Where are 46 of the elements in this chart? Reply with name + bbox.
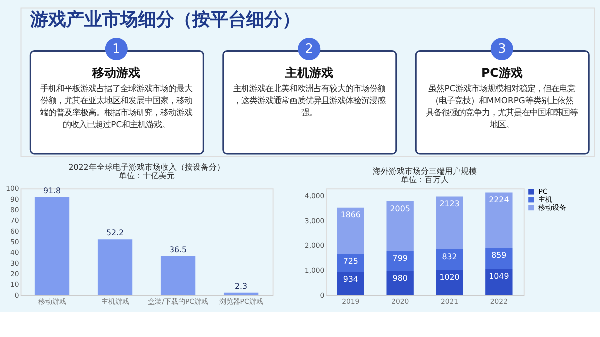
text: 主机游戏在北美和欧洲占有较大的市场份额，这类游戏通常画质优异且游戏体验沉浸感强。 bbox=[233, 84, 386, 118]
text: 1 bbox=[112, 42, 121, 58]
bar bbox=[386, 251, 414, 272]
bar bbox=[436, 270, 464, 296]
data-label: 1866 bbox=[340, 210, 361, 220]
bar bbox=[34, 197, 70, 296]
data-label: 91.8 bbox=[43, 186, 62, 196]
bar bbox=[386, 201, 414, 252]
bar bbox=[224, 292, 259, 296]
chart-title: 2022年全球电子游戏市场收入（按设备分） bbox=[68, 162, 225, 172]
text: 手机和平板游戏占据了全球游戏市场的最大份额，尤其在亚太地区和发展中国家，移动端的普及率极高。根据市场研究，移动游戏的收入已超过PC和主机游戏。 bbox=[40, 84, 193, 130]
data-label: 2123 bbox=[440, 200, 460, 209]
bar bbox=[436, 196, 464, 250]
bar bbox=[337, 254, 364, 272]
data-label: 859 bbox=[492, 250, 507, 260]
bar bbox=[386, 271, 414, 296]
data-label: 799 bbox=[392, 254, 408, 264]
text: 2 bbox=[305, 42, 314, 58]
data-label: 980 bbox=[392, 274, 408, 283]
text: 移动游戏 bbox=[92, 66, 141, 80]
chart-subtitle: 单位：十亿美元 bbox=[118, 172, 175, 181]
text: PC游戏 bbox=[481, 66, 523, 80]
data-label: 1049 bbox=[489, 272, 510, 282]
data-label: 52.2 bbox=[106, 228, 124, 238]
bar bbox=[486, 248, 513, 270]
chart-subtitle: 单位：百万人 bbox=[401, 176, 450, 185]
chart-title: 海外游戏市场分三端用户规模 bbox=[373, 166, 478, 176]
data-label: 1020 bbox=[440, 272, 460, 282]
data-label: 2005 bbox=[390, 204, 410, 214]
bar bbox=[486, 192, 513, 248]
bar bbox=[486, 269, 513, 296]
bar bbox=[337, 208, 364, 254]
data-label: 934 bbox=[343, 275, 358, 284]
data-label: 2224 bbox=[489, 196, 510, 205]
data-label: 2.3 bbox=[235, 282, 248, 291]
bar bbox=[337, 272, 364, 296]
bar bbox=[98, 240, 133, 296]
text: 3 bbox=[498, 42, 506, 58]
bar bbox=[436, 249, 464, 270]
bar bbox=[160, 256, 196, 296]
text: 游戏产业市场细分（按平台细分） bbox=[30, 10, 301, 31]
text: 主机游戏 bbox=[284, 66, 334, 80]
data-label: 725 bbox=[343, 257, 358, 266]
data-label: 36.5 bbox=[170, 245, 188, 254]
text: 虽然PC游戏市场规模相对稳定，但在电竞（电子竞技）和MMORPG等类别上依然具备很强的竞争力，尤其是在中国和韩国等地区。 bbox=[426, 84, 578, 130]
data-label: 832 bbox=[442, 252, 458, 262]
